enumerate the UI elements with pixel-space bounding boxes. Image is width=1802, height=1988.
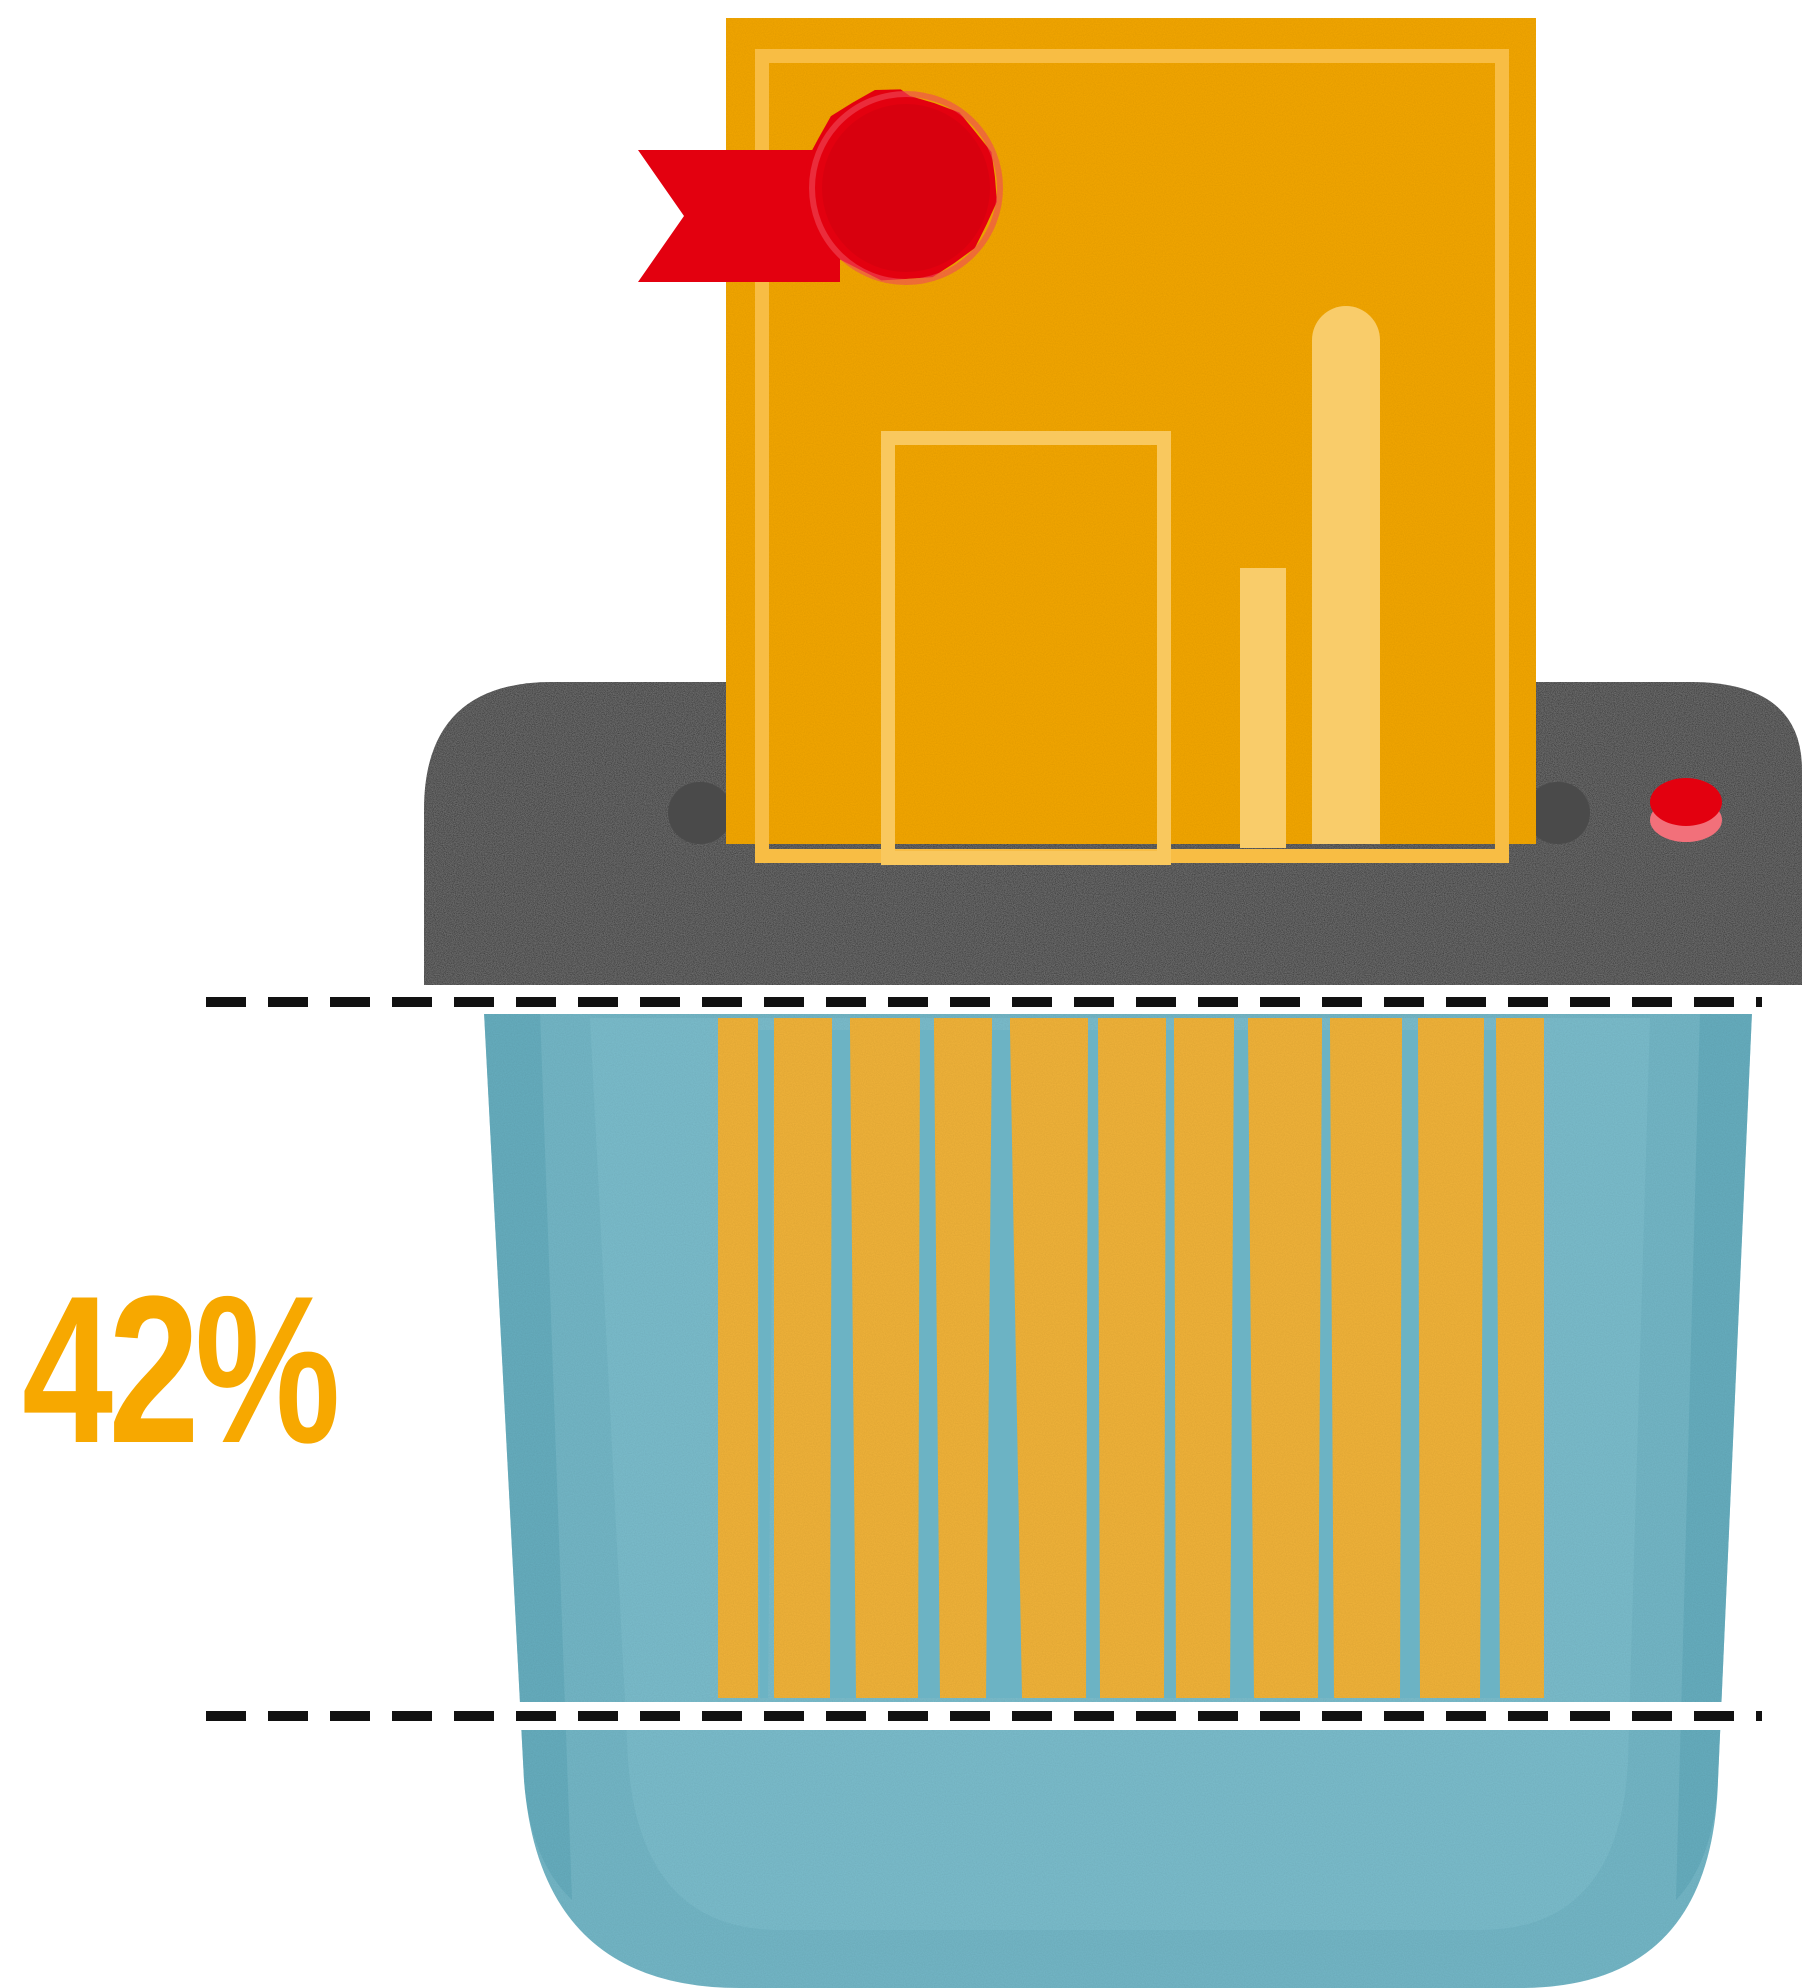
shredded-strip [1248, 1018, 1322, 1698]
power-button-icon [1650, 778, 1722, 842]
shredded-strip [1330, 1018, 1402, 1698]
shredded-strip [1010, 1018, 1088, 1698]
bin-right-edge-shade [1676, 1012, 1752, 1900]
strip-gap [918, 1030, 940, 1698]
strip-gap [1230, 1030, 1254, 1698]
document-bar-short [1240, 568, 1286, 848]
strip-gap [986, 1030, 1022, 1698]
shredder-slot-left [668, 782, 732, 844]
power-button-top [1650, 778, 1722, 826]
shredded-strip [774, 1018, 832, 1698]
shredded-strip [718, 1018, 758, 1698]
award-seal-ring [809, 91, 1003, 285]
strip-gap [1164, 1030, 1176, 1698]
award-seal-inner [822, 104, 990, 272]
ribbon-tail [638, 150, 840, 282]
strip-gaps [758, 1030, 1500, 1698]
award-ribbon-icon [638, 89, 1003, 285]
document-photo-frame [881, 431, 1171, 865]
document-bar-tall [1312, 306, 1380, 844]
shredded-strip [1098, 1018, 1166, 1698]
shredded-strip [1418, 1018, 1484, 1698]
shredded-strip [850, 1018, 920, 1698]
shredded-strip [1496, 1018, 1544, 1698]
strip-gap [1400, 1030, 1420, 1698]
strip-gap [758, 1030, 774, 1698]
bin-left-edge-shade [484, 1012, 572, 1900]
shredded-strip [1174, 1018, 1234, 1698]
stat-value: 42% [22, 1252, 340, 1487]
shredder-slot-right [1526, 782, 1590, 844]
strip-gap [1480, 1030, 1500, 1698]
strip-gap [1318, 1030, 1334, 1698]
shredded-strip [934, 1018, 992, 1698]
strip-gap [830, 1030, 856, 1698]
dashed-guides [206, 990, 1762, 1730]
shredded-strips [718, 1018, 1544, 1698]
strip-gap [1086, 1030, 1100, 1698]
